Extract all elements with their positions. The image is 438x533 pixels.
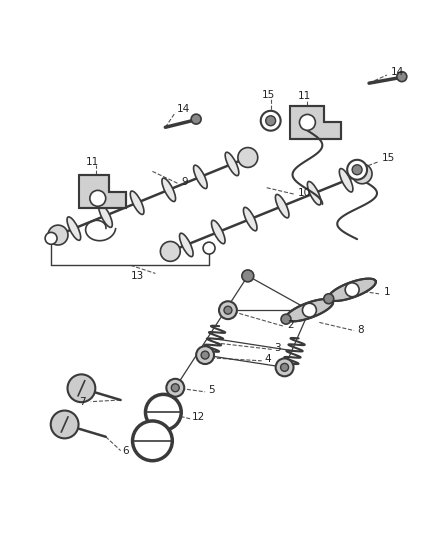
Circle shape <box>238 148 258 167</box>
Circle shape <box>51 410 78 438</box>
Polygon shape <box>286 299 333 321</box>
Ellipse shape <box>67 217 81 240</box>
Ellipse shape <box>162 178 176 201</box>
Ellipse shape <box>339 168 353 192</box>
Circle shape <box>191 114 201 124</box>
Circle shape <box>48 225 68 245</box>
Polygon shape <box>79 175 126 208</box>
Circle shape <box>219 301 237 319</box>
Text: 3: 3 <box>275 343 281 353</box>
Text: 8: 8 <box>357 325 364 335</box>
Circle shape <box>90 190 106 206</box>
Text: 5: 5 <box>208 385 215 395</box>
Circle shape <box>266 116 276 126</box>
Ellipse shape <box>276 195 289 218</box>
Text: 1: 1 <box>384 287 391 297</box>
Circle shape <box>196 346 214 364</box>
Text: 15: 15 <box>382 154 395 163</box>
Text: 15: 15 <box>262 90 275 100</box>
Text: 13: 13 <box>131 271 144 281</box>
Circle shape <box>397 71 407 82</box>
Circle shape <box>160 241 180 261</box>
Text: 7: 7 <box>79 397 85 407</box>
Circle shape <box>171 384 179 392</box>
Ellipse shape <box>194 165 207 189</box>
Circle shape <box>276 358 293 376</box>
Circle shape <box>352 165 362 175</box>
Circle shape <box>345 283 359 297</box>
Circle shape <box>352 164 372 184</box>
Circle shape <box>347 160 367 180</box>
Ellipse shape <box>244 207 257 231</box>
Circle shape <box>281 364 289 372</box>
Circle shape <box>45 232 57 244</box>
Circle shape <box>203 242 215 254</box>
Text: 14: 14 <box>391 67 404 77</box>
Circle shape <box>300 115 315 131</box>
Circle shape <box>242 270 254 282</box>
Circle shape <box>303 303 316 317</box>
Ellipse shape <box>307 181 321 205</box>
Text: 14: 14 <box>177 104 191 114</box>
Ellipse shape <box>130 191 144 214</box>
Circle shape <box>224 306 232 314</box>
Circle shape <box>67 374 95 402</box>
Text: 11: 11 <box>297 91 311 101</box>
Circle shape <box>201 351 209 359</box>
Text: 2: 2 <box>288 320 294 330</box>
Text: 12: 12 <box>192 412 205 422</box>
Text: 4: 4 <box>265 354 271 364</box>
Text: 10: 10 <box>297 188 311 198</box>
Ellipse shape <box>99 204 112 228</box>
Circle shape <box>145 394 181 430</box>
Ellipse shape <box>225 152 239 176</box>
Circle shape <box>324 294 334 304</box>
Circle shape <box>261 111 281 131</box>
Polygon shape <box>328 279 376 301</box>
Ellipse shape <box>180 233 193 257</box>
Ellipse shape <box>212 220 225 244</box>
Text: 11: 11 <box>86 157 99 167</box>
Polygon shape <box>290 106 341 139</box>
Circle shape <box>133 421 172 461</box>
Text: 9: 9 <box>181 177 188 187</box>
Circle shape <box>166 379 184 397</box>
Circle shape <box>281 314 291 324</box>
Text: 6: 6 <box>123 447 129 456</box>
